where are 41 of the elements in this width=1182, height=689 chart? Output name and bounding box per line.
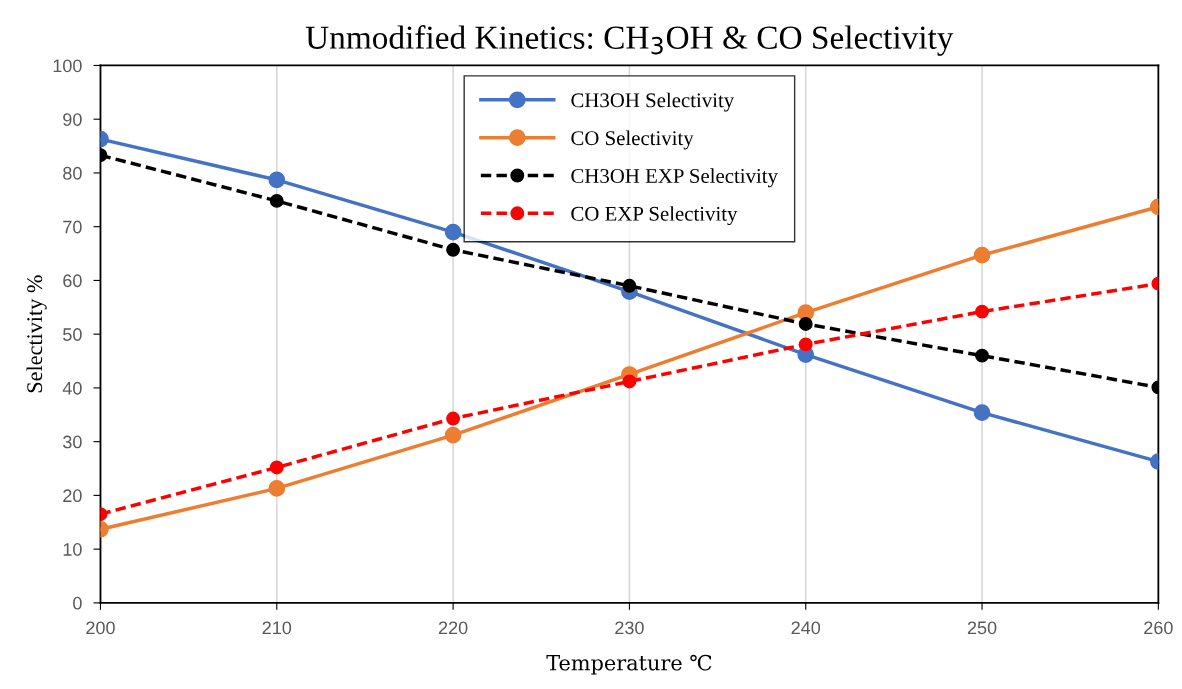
chart-title: Unmodified Kinetics: CH$_{3}$OH & CO Selectivity	[305, 25, 954, 56]
point	[622, 374, 637, 389]
x-tick-label: 260	[1144, 621, 1173, 635]
legend-label: CH3OH Selectivity	[571, 92, 735, 112]
y-tick-label: 30	[63, 435, 82, 449]
point	[446, 411, 461, 426]
y-tick-label: 100	[53, 59, 82, 73]
point	[975, 304, 989, 319]
point	[798, 337, 813, 352]
x-tick-label: 240	[791, 621, 821, 635]
legend-label: CO EXP Selectivity	[571, 206, 738, 226]
x-tick-label: 250	[967, 621, 997, 635]
point	[268, 171, 286, 189]
point	[269, 193, 284, 208]
legend-label: CO Selectivity	[571, 130, 694, 150]
x-tick-label: 210	[262, 621, 292, 635]
point	[973, 246, 991, 264]
x-tick-label: 230	[615, 621, 644, 635]
point	[446, 242, 461, 257]
legend-label: CH3OH EXP Selectivity	[571, 168, 778, 188]
x-axis-title: Temperature ℃	[546, 654, 712, 675]
point	[798, 317, 813, 331]
point	[975, 348, 989, 363]
point	[444, 426, 462, 444]
point	[268, 480, 286, 497]
y-tick-label: 80	[63, 166, 82, 180]
y-axis-title: Selectivity %	[26, 275, 47, 393]
y-tick-label: 70	[63, 220, 82, 234]
y-tick-label: 0	[73, 596, 82, 610]
x-tick-label: 200	[86, 621, 115, 635]
y-tick-label: 20	[63, 489, 82, 503]
y-tick-label: 60	[63, 274, 82, 288]
y-tick-label: 90	[63, 113, 82, 126]
x-tick-label: 220	[438, 621, 468, 635]
point	[444, 223, 462, 241]
y-tick-label: 40	[62, 381, 82, 395]
y-tick-label: 50	[63, 328, 82, 341]
point	[622, 278, 637, 293]
y-tick-label: 10	[63, 543, 82, 556]
point	[973, 404, 991, 421]
point	[269, 460, 284, 475]
